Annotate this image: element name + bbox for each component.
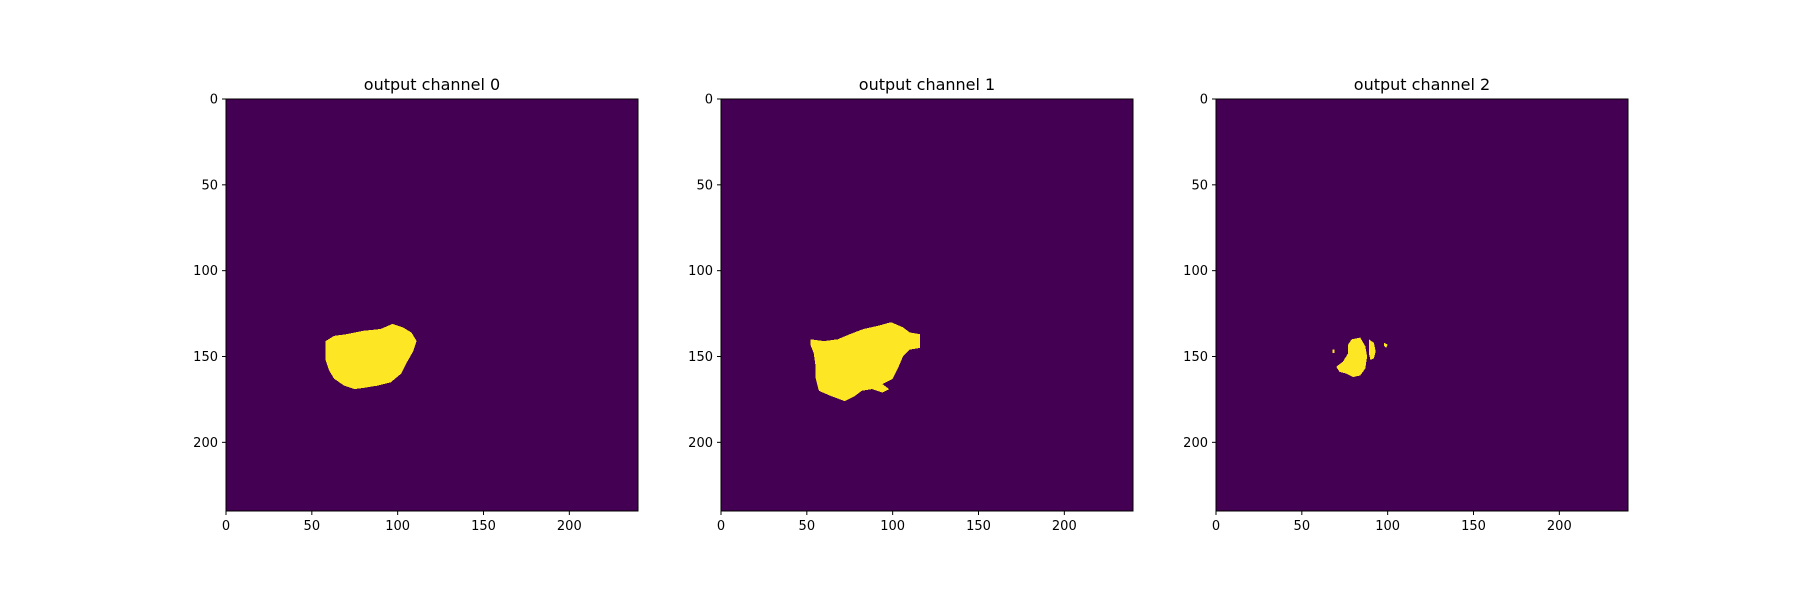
y-tick-label: 100 — [1183, 264, 1208, 279]
mask-region-1 — [1368, 339, 1376, 360]
y-tick-label: 0 — [210, 93, 218, 108]
chart-title: output channel 2 — [1354, 75, 1490, 94]
axes-frame — [1215, 98, 1629, 512]
y-tick-label: 200 — [193, 436, 218, 451]
y-tick-label: 50 — [1191, 178, 1208, 193]
heatmap-background — [721, 99, 1133, 511]
x-tick-label: 150 — [1461, 519, 1486, 534]
x-tick-label: 150 — [966, 519, 991, 534]
x-tick-label: 0 — [1212, 519, 1220, 534]
chart-title: output channel 0 — [364, 75, 500, 94]
y-tick-label: 50 — [696, 178, 713, 193]
y-tick-label: 100 — [193, 264, 218, 279]
x-tick-label: 150 — [471, 519, 496, 534]
mask-region-2 — [1384, 342, 1388, 348]
y-tick-label: 0 — [1200, 93, 1208, 108]
y-tick-label: 150 — [193, 350, 218, 365]
axes-frame — [225, 98, 639, 512]
y-tick-label: 200 — [688, 436, 713, 451]
x-tick-label: 200 — [1547, 519, 1572, 534]
y-tick-label: 100 — [688, 264, 713, 279]
mask-region-0 — [1336, 337, 1368, 378]
chart-title: output channel 1 — [859, 75, 995, 94]
y-tick-label: 150 — [688, 350, 713, 365]
x-tick-label: 200 — [1052, 519, 1077, 534]
y-tick-label: 50 — [201, 178, 218, 193]
x-tick-label: 200 — [557, 519, 582, 534]
panel-0: output channel 0 0 50 100 150 200 0 50 100 150 200 — [193, 75, 639, 534]
x-tick-label: 50 — [304, 519, 321, 534]
x-tick-label: 100 — [880, 519, 905, 534]
mask-region-3 — [1332, 349, 1335, 354]
x-tick-label: 100 — [1375, 519, 1400, 534]
heatmap-background — [1216, 99, 1628, 511]
y-tick-label: 150 — [1183, 350, 1208, 365]
x-tick-label: 0 — [222, 519, 230, 534]
panel-1: output channel 1 0 50 100 150 200 0 50 100 150 200 — [688, 75, 1134, 534]
panel-2: output channel 2 0 50 100 150 200 0 50 100 150 200 — [1183, 75, 1629, 534]
x-tick-label: 50 — [1294, 519, 1311, 534]
x-tick-label: 100 — [385, 519, 410, 534]
y-tick-label: 0 — [705, 93, 713, 108]
mask-region-0 — [325, 323, 417, 390]
mask-region-0 — [810, 322, 921, 402]
heatmap-background — [226, 99, 638, 511]
y-tick-label: 200 — [1183, 436, 1208, 451]
axes-frame — [720, 98, 1134, 512]
x-tick-label: 0 — [717, 519, 725, 534]
x-tick-label: 50 — [799, 519, 816, 534]
